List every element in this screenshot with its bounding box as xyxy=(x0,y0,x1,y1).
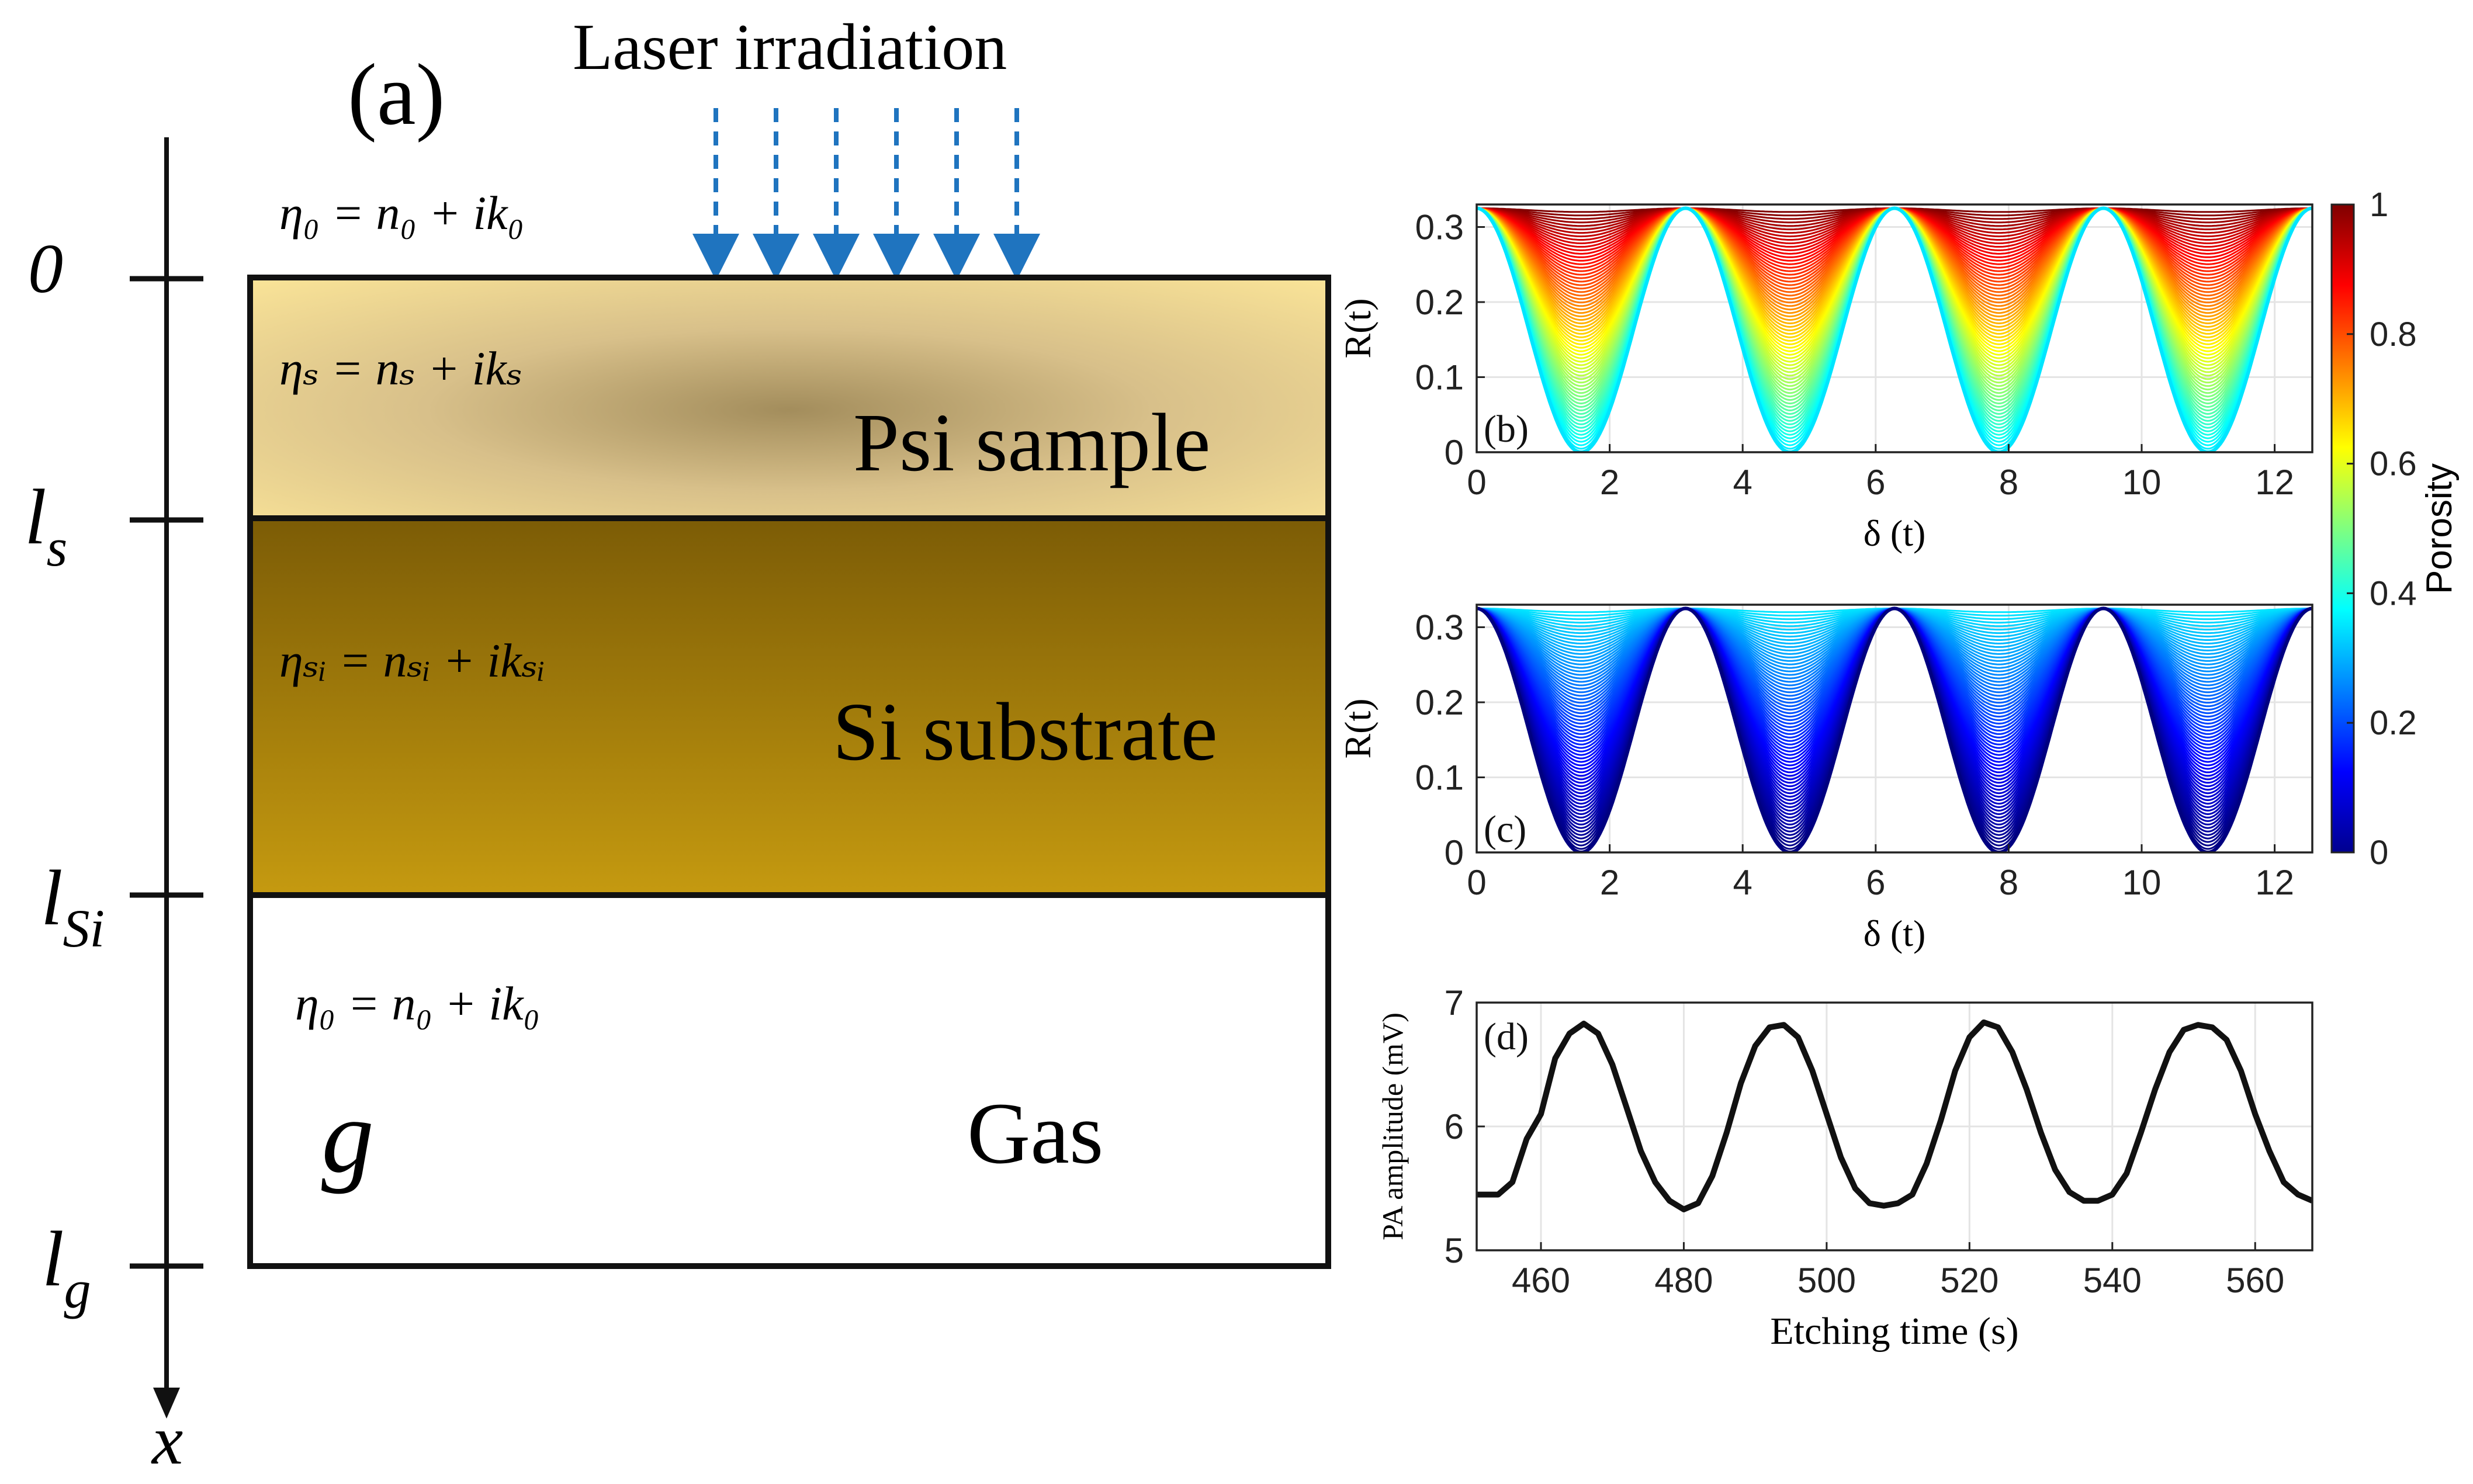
chart-c: 0 2 4 6 8 10 12 0 0.1 0.2 0.3 (c) δ (t) R(t) xyxy=(1337,604,2313,954)
y-axis-label: R(t) xyxy=(1337,698,1378,758)
x-tick-label: 0 xyxy=(1467,463,1486,502)
reflectance-curve xyxy=(1477,607,2312,645)
x-tick-label: 560 xyxy=(2226,1261,2284,1300)
series-group xyxy=(1477,1019,2312,1212)
reflectance-curve xyxy=(1477,207,2312,245)
depth-axis-arrowhead xyxy=(153,1388,180,1419)
reflectance-curve xyxy=(1477,606,2312,852)
y-tick-label: 5 xyxy=(1445,1231,1464,1270)
gas-symbol: g xyxy=(321,1078,374,1194)
x-tick-label: 8 xyxy=(1999,863,2018,902)
x-tick-label: 4 xyxy=(1733,863,1752,902)
x-tick-label: 10 xyxy=(2122,863,2162,902)
x-tick-label: 520 xyxy=(1940,1261,1999,1300)
x-tick-label: 4 xyxy=(1733,463,1752,502)
x-tick-label: 12 xyxy=(2255,863,2294,902)
si-substrate-layer xyxy=(247,515,1331,898)
curve-family xyxy=(1477,606,2312,852)
x-tick-label: 12 xyxy=(2255,463,2294,502)
y-tick-label: 6 xyxy=(1445,1107,1464,1146)
plot-frame xyxy=(1476,203,2313,453)
y-tick-label: 7 xyxy=(1445,983,1464,1022)
gas-label: Gas xyxy=(967,1085,1103,1182)
tick-label-lg: lg xyxy=(42,1216,91,1319)
panel-label: (d) xyxy=(1484,1015,1529,1058)
y-tick-label: 0 xyxy=(1445,433,1464,472)
colorbar-gradient xyxy=(2330,203,2355,854)
x-tick-label: 460 xyxy=(1512,1261,1570,1300)
si-substrate-label: Si substrate xyxy=(833,685,1218,778)
x-tick-label: 0 xyxy=(1467,863,1486,902)
eta-top-label: η₀ = n₀ + ik₀ xyxy=(279,186,524,240)
colorbar-tick-label: 0.8 xyxy=(2370,315,2417,353)
eta-si-label: ηₛᵢ = nₛᵢ + ikₛᵢ xyxy=(279,634,545,687)
y-tick-label: 0.3 xyxy=(1415,208,1464,247)
panel-label: (b) xyxy=(1484,408,1529,450)
y-axis-label: R(t) xyxy=(1337,298,1378,358)
tick-label-lsi: lSi xyxy=(41,855,105,958)
eta-sample-label: ηₛ = nₛ + ikₛ xyxy=(279,342,522,395)
y-tick-label: 0.1 xyxy=(1415,758,1464,798)
pa-amplitude-line xyxy=(1477,1019,2312,1212)
colorbar-tick-label: 0 xyxy=(2370,834,2388,872)
tick-label-ls: ls xyxy=(25,474,67,577)
depth-axis-label: x xyxy=(151,1401,183,1479)
panel-a-label: (a) xyxy=(348,46,445,143)
porosity-colorbar: Porosity 0 0.2 0.4 0.6 0.8 1 xyxy=(2330,186,2460,872)
plot-frame xyxy=(1476,604,2313,854)
laser-arrows xyxy=(692,108,1040,280)
x-axis-label: δ (t) xyxy=(1864,512,1926,554)
x-axis-label: Etching time (s) xyxy=(1770,1310,2018,1353)
y-tick-label: 0.2 xyxy=(1415,283,1464,322)
x-tick-label: 500 xyxy=(1797,1261,1856,1300)
tick-label-zero: 0 xyxy=(28,230,63,307)
colorbar-tick-label: 0.6 xyxy=(2370,445,2417,483)
gas-layer xyxy=(247,892,1331,1269)
x-axis-label: δ (t) xyxy=(1864,913,1926,954)
chart-b: 0 2 4 6 8 10 12 0 0.1 0.2 0.3 (b) δ (t) R(t) xyxy=(1337,203,2313,554)
colorbar-tick-label: 0.2 xyxy=(2370,704,2417,742)
x-tick-label: 540 xyxy=(2083,1261,2142,1300)
colorbar-tick-label: 0.4 xyxy=(2370,574,2417,612)
x-tick-label: 6 xyxy=(1866,463,1885,502)
colorbar-tick-label: 1 xyxy=(2370,186,2388,224)
laser-label: Laser irradiation xyxy=(573,11,1007,84)
x-tick-label: 480 xyxy=(1654,1261,1713,1300)
y-axis-label: PA amplitude (mV) xyxy=(1376,1013,1409,1240)
panel-label: (c) xyxy=(1484,808,1526,851)
y-tick-label: 0 xyxy=(1445,833,1464,872)
eta-gas-label: η₀ = n₀ + ik₀ xyxy=(295,977,540,1030)
colorbar-label: Porosity xyxy=(2419,463,2460,594)
curve-family xyxy=(1477,206,2312,452)
y-tick-label: 0.1 xyxy=(1415,358,1464,397)
chart-d: 460 480 500 520 540 560 5 6 7 (d) Etching time (s)… xyxy=(1376,983,2313,1353)
panel-a: (a) Laser irradiation η₀ = n₀ + ik₀ ηₛ =… xyxy=(25,11,1331,1479)
reflectance-curve xyxy=(1477,206,2312,452)
y-tick-label: 0.2 xyxy=(1415,683,1464,722)
y-tick-label: 0.3 xyxy=(1415,608,1464,647)
x-tick-label: 2 xyxy=(1600,463,1619,502)
x-tick-label: 8 xyxy=(1999,463,2018,502)
x-tick-label: 10 xyxy=(2122,463,2162,502)
x-tick-label: 2 xyxy=(1600,863,1619,902)
x-tick-label: 6 xyxy=(1866,863,1885,902)
psi-sample-label: Psi sample xyxy=(853,396,1210,488)
